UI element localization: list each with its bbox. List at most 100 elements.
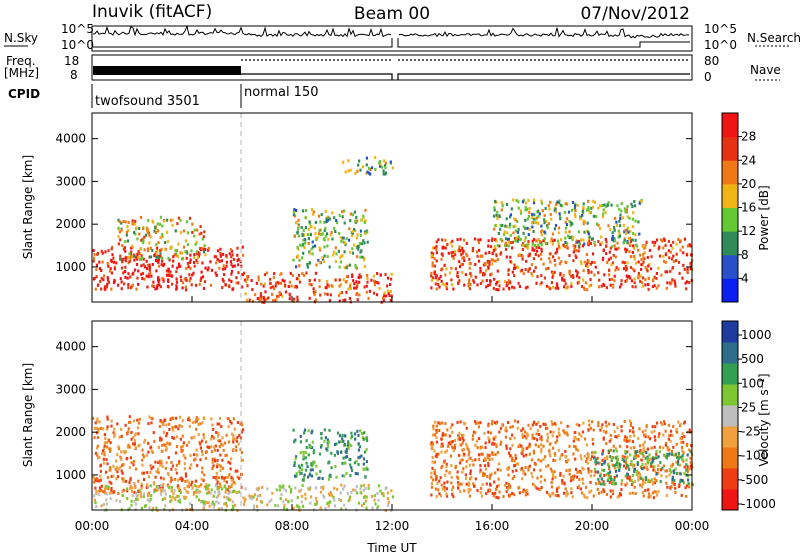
range-cell (499, 442, 502, 446)
range-cell (587, 452, 590, 456)
range-cell (338, 265, 341, 269)
range-cell (624, 435, 627, 439)
range-cell (578, 242, 581, 246)
range-cell (456, 271, 459, 275)
range-cell (384, 294, 388, 298)
range-cell (232, 437, 235, 441)
range-cell (283, 279, 286, 283)
range-cell (112, 464, 115, 468)
nsky-label: N.Sky (4, 31, 38, 45)
range-cell (159, 463, 162, 467)
colorbar-tick-label: 12 (741, 224, 756, 238)
range-cell (602, 480, 605, 483)
range-cell (679, 422, 682, 426)
range-cell (556, 200, 559, 204)
range-cell (449, 241, 452, 245)
range-cell (505, 217, 508, 221)
range-cell (304, 456, 307, 460)
range-cell (119, 257, 122, 261)
range-cell (651, 425, 654, 429)
range-cell (610, 203, 613, 207)
range-cell (669, 429, 673, 433)
range-cell (528, 228, 531, 232)
range-cell (258, 296, 261, 300)
range-cell (300, 256, 304, 260)
range-cell (632, 232, 635, 235)
range-cell (483, 456, 486, 460)
range-cell (681, 432, 684, 436)
range-cell (533, 213, 536, 217)
range-cell (363, 258, 366, 262)
range-cell (195, 283, 198, 287)
range-cell (389, 283, 392, 286)
range-cell (527, 269, 530, 273)
range-cell (640, 465, 643, 469)
range-cell (602, 449, 605, 453)
range-cell (163, 262, 166, 266)
range-cell (678, 483, 681, 487)
range-cell (318, 260, 321, 264)
range-cell (622, 267, 626, 271)
range-cell (119, 499, 122, 503)
range-cell (547, 204, 550, 208)
range-cell (521, 433, 524, 437)
range-cell (148, 268, 151, 272)
range-cell (547, 492, 551, 496)
range-cell (542, 422, 545, 426)
range-cell (589, 211, 592, 214)
range-cell (448, 271, 452, 275)
range-cell (117, 467, 120, 471)
range-cell (171, 274, 174, 278)
range-cell (282, 500, 285, 504)
range-cell (164, 444, 167, 448)
range-cell (611, 231, 614, 235)
range-cell (661, 423, 664, 427)
range-cell (586, 262, 589, 266)
range-cell (644, 456, 647, 460)
range-cell (110, 260, 113, 264)
range-cell (364, 219, 367, 223)
range-cell (111, 253, 114, 257)
range-cell (185, 288, 188, 292)
range-cell (615, 223, 618, 227)
range-cell (153, 482, 156, 486)
range-cell (223, 479, 226, 483)
range-cell (300, 488, 303, 492)
range-cell (105, 458, 108, 462)
range-cell (594, 467, 597, 471)
range-cell (159, 215, 162, 219)
range-cell (615, 266, 618, 270)
range-cell (523, 239, 526, 243)
range-cell (666, 485, 669, 489)
range-cell (468, 257, 471, 261)
range-cell (596, 456, 599, 460)
range-cell (178, 486, 181, 490)
range-cell (628, 429, 632, 433)
range-cell (293, 234, 296, 238)
range-cell (652, 496, 655, 500)
range-cell (240, 430, 243, 434)
range-cell (444, 473, 447, 477)
range-cell (686, 267, 689, 271)
range-cell (445, 462, 448, 466)
range-cell (620, 479, 624, 483)
range-cell (565, 490, 568, 494)
range-cell (609, 470, 612, 474)
range-cell (104, 491, 107, 495)
range-cell (338, 278, 341, 282)
range-cell (628, 476, 631, 480)
noise-tick-right-bottom: 10^0 (704, 38, 737, 52)
range-cell (591, 438, 594, 441)
range-cell (521, 477, 524, 481)
range-cell (591, 205, 595, 209)
range-cell (465, 459, 468, 463)
range-cell (102, 278, 105, 282)
range-cell (587, 232, 590, 236)
range-cell (687, 467, 690, 471)
range-cell (583, 260, 586, 264)
range-cell (462, 467, 465, 471)
range-cell (218, 266, 221, 270)
range-cell (357, 163, 360, 167)
range-cell (378, 286, 381, 290)
range-cell (494, 247, 497, 251)
